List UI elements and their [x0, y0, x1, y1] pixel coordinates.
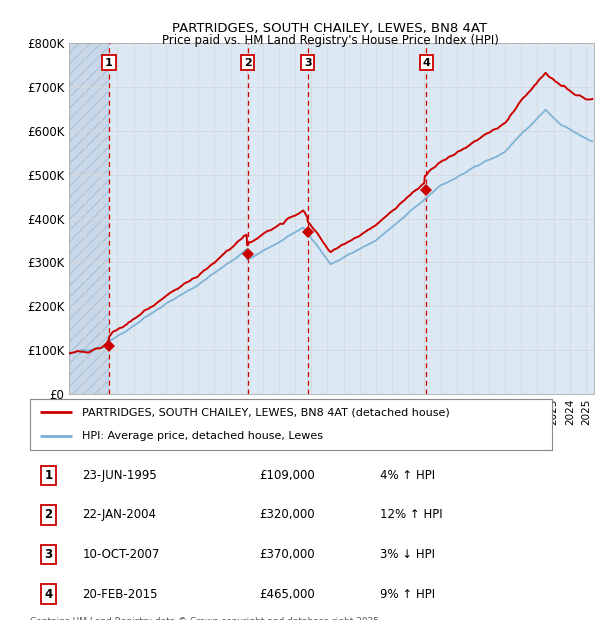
Text: 10-OCT-2007: 10-OCT-2007	[82, 548, 160, 561]
Text: 23-JUN-1995: 23-JUN-1995	[82, 469, 157, 482]
Text: £465,000: £465,000	[260, 588, 316, 601]
Text: Price paid vs. HM Land Registry's House Price Index (HPI): Price paid vs. HM Land Registry's House …	[161, 34, 499, 47]
Text: 3% ↓ HPI: 3% ↓ HPI	[380, 548, 435, 561]
Text: Contains HM Land Registry data © Crown copyright and database right 2025.
This d: Contains HM Land Registry data © Crown c…	[30, 617, 382, 620]
Text: 22-JAN-2004: 22-JAN-2004	[82, 508, 156, 521]
Text: 3: 3	[304, 58, 311, 68]
Text: PARTRIDGES, SOUTH CHAILEY, LEWES, BN8 4AT: PARTRIDGES, SOUTH CHAILEY, LEWES, BN8 4A…	[172, 22, 488, 35]
Text: 3: 3	[44, 548, 52, 561]
Text: 4% ↑ HPI: 4% ↑ HPI	[380, 469, 435, 482]
Text: 12% ↑ HPI: 12% ↑ HPI	[380, 508, 442, 521]
Text: 1: 1	[44, 469, 52, 482]
Text: 4: 4	[44, 588, 52, 601]
Text: HPI: Average price, detached house, Lewes: HPI: Average price, detached house, Lewe…	[82, 431, 323, 441]
Text: 2: 2	[244, 58, 251, 68]
Text: 4: 4	[422, 58, 430, 68]
Bar	[69, 43, 109, 394]
Text: 20-FEB-2015: 20-FEB-2015	[82, 588, 158, 601]
Text: PARTRIDGES, SOUTH CHAILEY, LEWES, BN8 4AT (detached house): PARTRIDGES, SOUTH CHAILEY, LEWES, BN8 4A…	[82, 407, 450, 417]
Text: £320,000: £320,000	[260, 508, 316, 521]
Text: £370,000: £370,000	[260, 548, 316, 561]
Text: 9% ↑ HPI: 9% ↑ HPI	[380, 588, 435, 601]
Text: 1: 1	[105, 58, 113, 68]
Text: 2: 2	[44, 508, 52, 521]
Text: £109,000: £109,000	[260, 469, 316, 482]
